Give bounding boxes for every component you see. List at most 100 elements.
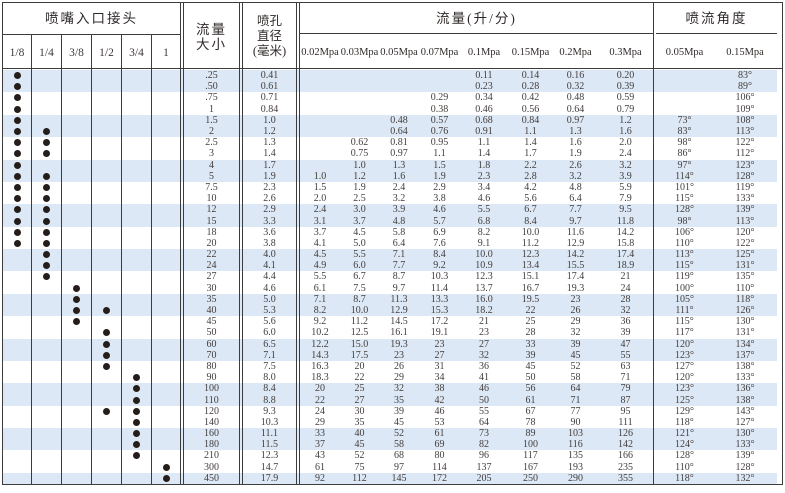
flow-value-cell: 29 xyxy=(394,372,404,384)
inlet-dot-cell xyxy=(152,104,180,115)
flow-pressure-header: 0.05Mpa xyxy=(380,46,418,58)
inlet-dot-cell xyxy=(3,282,32,294)
dot-marker xyxy=(43,228,50,236)
flow-value-cell: 18.9 xyxy=(616,260,635,272)
flow-value-cell: 355 xyxy=(618,472,633,484)
flow-value-cell: 12.5 xyxy=(350,327,369,339)
flow-value-cell: 61 xyxy=(434,428,445,440)
angle-value-cell: 113° xyxy=(735,215,755,227)
flow-value-cell: 0.20 xyxy=(616,70,635,82)
angle-value-cell: 133° xyxy=(735,372,755,384)
inlet-dot-cell xyxy=(32,405,62,417)
row-stripe xyxy=(3,81,777,93)
row-stripe xyxy=(3,249,777,261)
inlet-dot-cell xyxy=(32,114,62,126)
dot-marker xyxy=(73,307,80,315)
inlet-dot-cell xyxy=(152,193,180,204)
flow-value-cell: 1.0 xyxy=(353,159,366,171)
angle-value-cell: 119° xyxy=(735,181,755,193)
flow-value-cell: 64 xyxy=(570,383,581,395)
nozzle-spec-table: 喷嘴入口接头 流量 大小 喷孔 直径 (毫米) 流量(升/分) 喷流角度 1/8… xyxy=(2,2,783,485)
flow-value-cell: 41 xyxy=(479,372,489,384)
flow-value-cell: 5.9 xyxy=(619,181,632,193)
inlet-dot-cell xyxy=(32,360,62,373)
flow-value-cell: 11.4 xyxy=(430,282,449,294)
inlet-dot-cell xyxy=(3,304,32,317)
inlet-dot-cell xyxy=(3,394,32,406)
inlet-dot-cell xyxy=(122,204,152,216)
inlet-dot-cell xyxy=(152,92,180,103)
flow-value-cell: 34 xyxy=(434,372,445,384)
inlet-dot-cell xyxy=(62,271,92,283)
flow-value-cell: 0.42 xyxy=(521,92,540,104)
flow-value-cell xyxy=(340,126,379,137)
angle-value-cell: 123° xyxy=(675,383,694,395)
orifice-cell: 1.7 xyxy=(263,159,276,171)
inlet-dot-cell xyxy=(92,282,122,294)
flow-value-cell: 33 xyxy=(525,338,536,350)
flow-value-cell: 0.75 xyxy=(350,148,369,160)
flow-value-cell: 39 xyxy=(620,327,631,339)
flow-value-cell: 96 xyxy=(479,450,489,462)
flow-value-cell: 90 xyxy=(570,416,581,428)
flow-value-cell: 8.4 xyxy=(524,215,537,227)
flow-value-cell: 13.3 xyxy=(430,293,449,305)
inlet-dot-cell xyxy=(122,416,152,428)
flow-value-cell: 16.3 xyxy=(311,360,329,372)
dot-marker xyxy=(13,116,21,124)
inlet-dot-cell xyxy=(152,81,180,92)
inlet-dot-cell xyxy=(3,338,32,350)
inlet-dot-cell xyxy=(122,293,152,305)
double-rule-separator xyxy=(296,3,300,484)
flow-value-cell: 25 xyxy=(354,383,365,395)
inlet-dot-cell xyxy=(3,114,32,126)
flow-value-cell: 0.28 xyxy=(521,81,540,93)
inlet-dot-cell xyxy=(152,383,180,394)
flow-value-cell: 0.84 xyxy=(521,114,540,126)
flow-value-cell: 172 xyxy=(432,472,447,484)
flow-value-cell: 11.2 xyxy=(350,316,369,328)
inlet-dot-cell xyxy=(122,360,152,373)
dot-marker xyxy=(133,396,140,404)
flow-value-cell: 78 xyxy=(525,416,536,428)
flow-value-cell: 27 xyxy=(354,394,365,406)
flow-value-cell: 17.4 xyxy=(566,271,585,283)
flow-value-cell: 45 xyxy=(570,349,581,361)
flow-value-cell: 235 xyxy=(618,461,633,473)
flow-value-cell: 14.2 xyxy=(616,226,635,238)
flow-size-cell: 1 xyxy=(209,103,214,115)
inlet-dot-cell xyxy=(92,327,122,339)
inlet-dot-cell xyxy=(92,304,122,317)
flow-value-cell: 4.6 xyxy=(433,204,446,216)
angle-value-cell xyxy=(656,81,713,92)
inlet-dot-cell xyxy=(62,316,92,328)
dot-marker xyxy=(133,374,140,382)
inlet-size-header-1-8: 1/8 xyxy=(3,34,32,70)
row-stripe xyxy=(3,349,777,361)
angle-value-cell: 128° xyxy=(675,204,694,216)
flow-value-cell: 13.7 xyxy=(475,282,493,294)
inlet-dot-cell xyxy=(32,92,62,104)
flow-size-cell: 180 xyxy=(204,439,219,451)
inlet-dot-cell xyxy=(3,193,32,205)
flow-value-cell: 31 xyxy=(434,360,445,372)
angle-value-cell: 83° xyxy=(738,70,752,82)
flow-value-cell xyxy=(300,115,340,126)
inlet-dot-cell xyxy=(3,416,32,428)
flow-value-cell: 39 xyxy=(394,405,404,417)
flow-value-cell: 193 xyxy=(568,461,583,473)
row-stripe xyxy=(3,293,777,305)
flow-value-cell: 1.1 xyxy=(433,148,446,160)
flow-value-cell: 71 xyxy=(620,372,631,384)
inlet-dot-cell xyxy=(3,316,32,328)
inlet-dot-cell xyxy=(92,249,122,261)
inlet-dot-cell xyxy=(122,215,152,227)
angle-value-cell: 83° xyxy=(677,126,692,138)
flow-value-cell: 50 xyxy=(525,372,536,384)
angle-value-cell: 127° xyxy=(735,416,755,428)
angle-value-cell: 130° xyxy=(735,428,755,440)
flow-size-cell: 40 xyxy=(206,305,217,317)
inlet-dot-cell xyxy=(122,125,152,138)
inlet-dot-cell xyxy=(92,416,122,428)
flow-value-cell: 45 xyxy=(354,439,365,451)
